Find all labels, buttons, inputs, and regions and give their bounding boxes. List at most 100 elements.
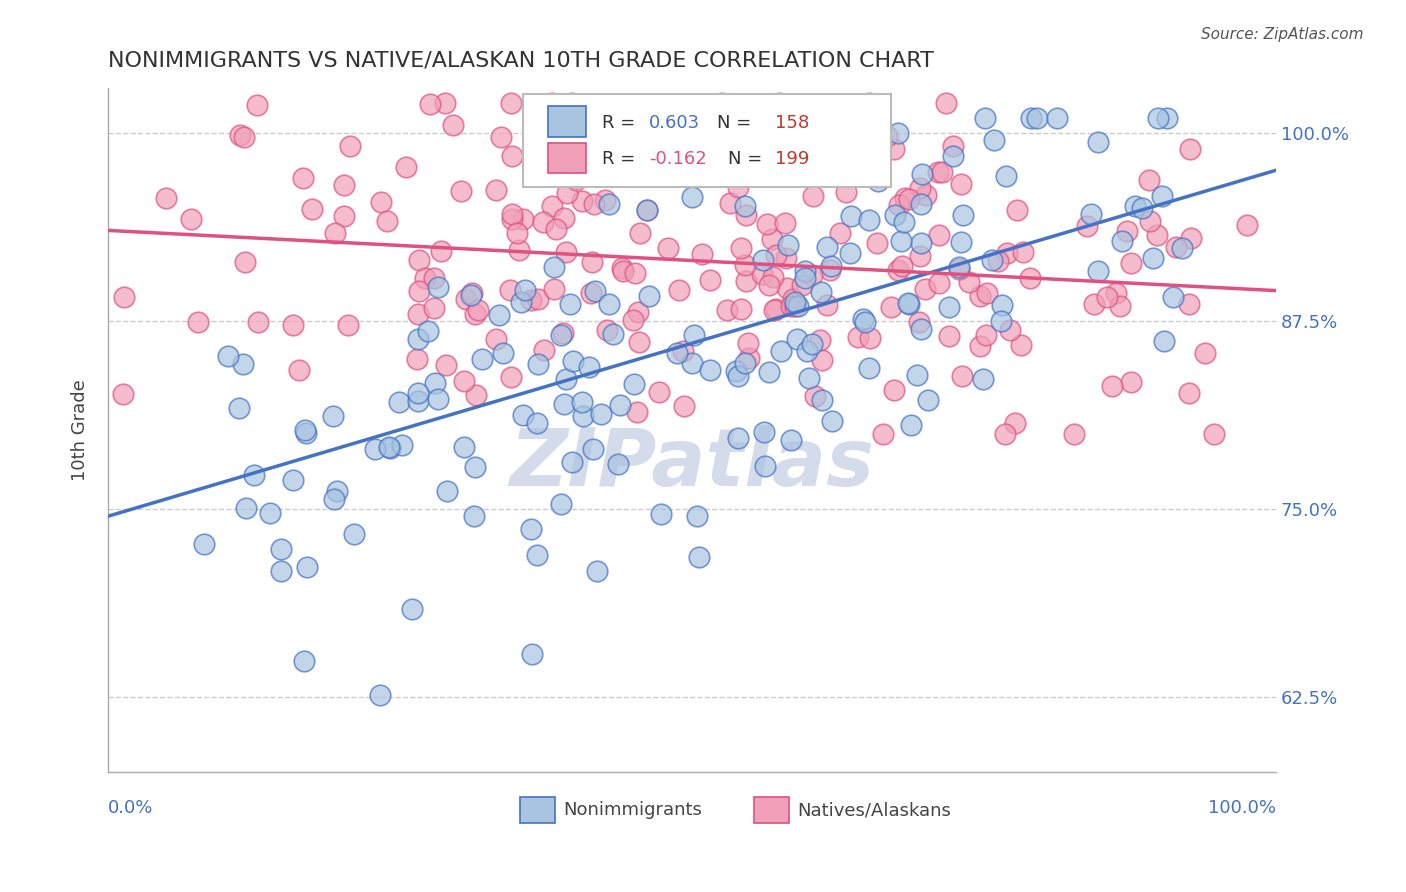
Point xyxy=(950,235,973,249)
Point xyxy=(765,301,787,316)
Point xyxy=(839,111,862,125)
Point xyxy=(581,255,603,269)
Point xyxy=(898,192,921,206)
Point xyxy=(553,397,575,411)
Text: 158: 158 xyxy=(775,114,808,132)
FancyBboxPatch shape xyxy=(548,143,586,173)
Point xyxy=(581,114,603,128)
Point xyxy=(292,654,315,668)
Point xyxy=(890,234,912,248)
Point xyxy=(322,409,344,424)
Point xyxy=(391,437,413,451)
Point xyxy=(501,211,523,226)
Point xyxy=(501,207,523,221)
Point xyxy=(1194,346,1216,360)
Point xyxy=(1142,251,1164,265)
Point xyxy=(756,102,779,116)
Point xyxy=(735,208,758,222)
Point xyxy=(292,171,315,186)
Point xyxy=(976,285,998,300)
Point xyxy=(406,394,429,409)
Point xyxy=(1177,386,1199,401)
Point xyxy=(441,118,464,132)
Point xyxy=(891,259,914,273)
Point xyxy=(555,186,578,200)
Point xyxy=(333,209,356,223)
Point xyxy=(408,253,430,268)
Point xyxy=(1164,240,1187,254)
Point xyxy=(463,509,485,524)
Point xyxy=(762,303,785,318)
Point xyxy=(423,301,446,315)
Point xyxy=(1171,241,1194,255)
Point xyxy=(900,418,922,433)
Y-axis label: 10th Grade: 10th Grade xyxy=(72,379,89,481)
Point xyxy=(821,414,844,428)
Point xyxy=(596,322,619,336)
Point xyxy=(325,226,347,240)
Point xyxy=(883,142,905,156)
Point xyxy=(405,351,427,366)
Point xyxy=(668,283,690,297)
Point xyxy=(1063,426,1085,441)
Point xyxy=(897,296,920,310)
Point xyxy=(638,145,661,159)
Point xyxy=(427,392,450,406)
Point xyxy=(464,388,486,402)
Point xyxy=(782,292,804,306)
Point xyxy=(1153,334,1175,348)
Point xyxy=(942,149,965,163)
Point xyxy=(526,416,548,430)
Point xyxy=(744,136,766,151)
Point xyxy=(550,328,572,343)
Point xyxy=(1130,202,1153,216)
Text: N =: N = xyxy=(728,150,768,168)
Point xyxy=(602,326,624,341)
Point xyxy=(883,383,905,397)
Point xyxy=(737,351,759,365)
Point xyxy=(461,285,484,300)
Point xyxy=(657,156,679,170)
Point xyxy=(471,351,494,366)
Point xyxy=(1202,426,1225,441)
Point xyxy=(820,259,842,273)
Point xyxy=(301,202,323,217)
Point xyxy=(972,372,994,386)
Point xyxy=(790,277,813,292)
Point xyxy=(858,95,880,110)
Point xyxy=(716,303,738,318)
Point xyxy=(637,289,659,303)
Point xyxy=(1087,264,1109,278)
Point xyxy=(375,213,398,227)
Point xyxy=(464,307,486,321)
Point xyxy=(423,376,446,390)
Point xyxy=(368,688,391,702)
Point xyxy=(333,178,356,193)
Point xyxy=(681,190,703,204)
Point xyxy=(578,359,600,374)
Point xyxy=(485,183,508,197)
Point xyxy=(624,266,647,280)
Point xyxy=(810,285,832,300)
Point xyxy=(672,400,695,414)
Text: 100.0%: 100.0% xyxy=(1208,799,1277,817)
Point xyxy=(994,169,1017,184)
Point xyxy=(1019,271,1042,285)
Point xyxy=(734,274,756,288)
Point xyxy=(419,97,441,112)
Point xyxy=(917,392,939,407)
Point xyxy=(796,344,818,359)
Text: 0.603: 0.603 xyxy=(648,114,700,132)
Point xyxy=(671,344,693,359)
Point xyxy=(550,497,572,511)
Point xyxy=(991,298,1014,312)
Point xyxy=(520,648,543,662)
Point xyxy=(217,349,239,363)
Point xyxy=(281,473,304,487)
Point xyxy=(453,374,475,388)
Point xyxy=(427,280,450,294)
Point xyxy=(858,213,880,227)
Point xyxy=(582,197,605,211)
Point xyxy=(294,424,316,438)
Point xyxy=(737,335,759,350)
